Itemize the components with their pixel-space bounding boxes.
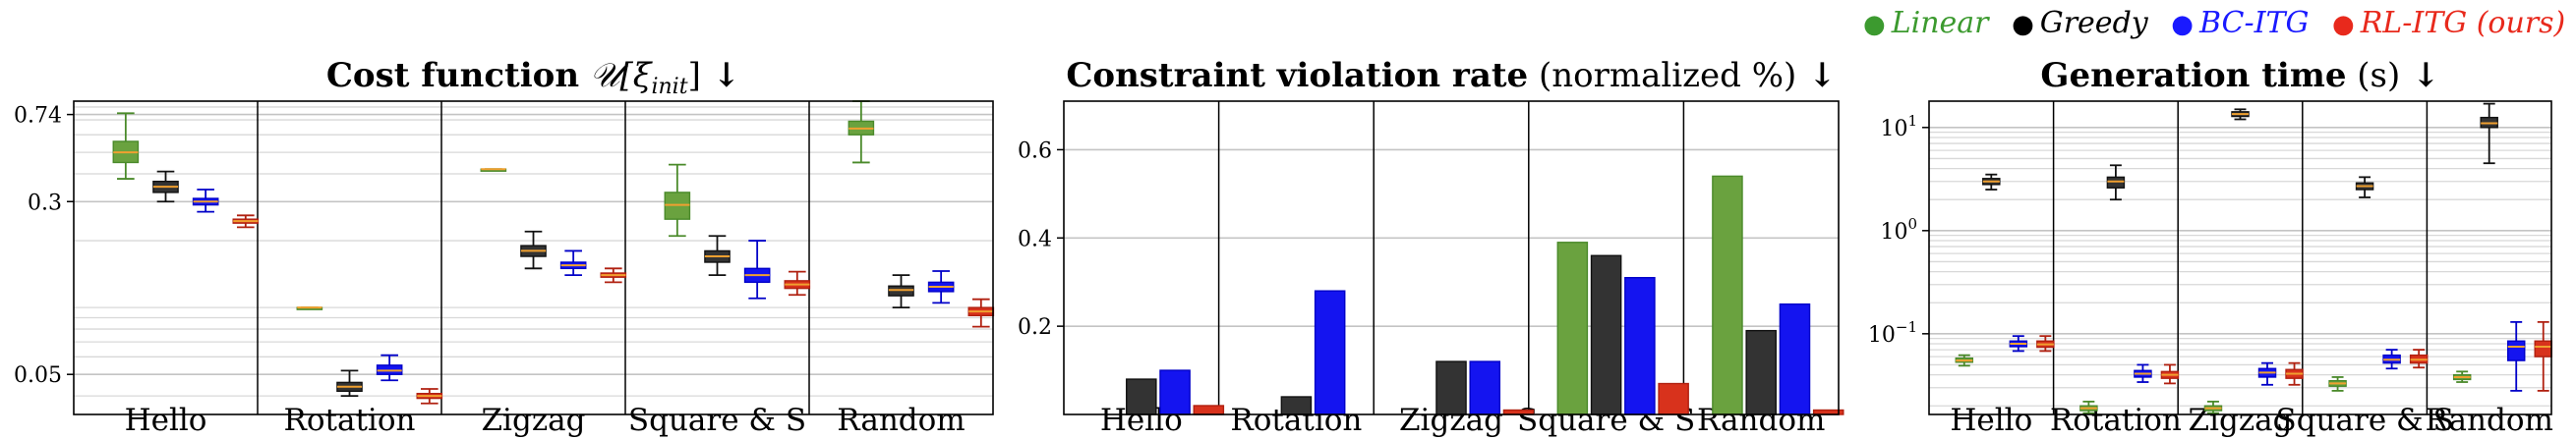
- box-plot: [336, 369, 363, 398]
- box-plot: [2036, 335, 2055, 353]
- box-plot: [664, 163, 691, 238]
- box-plot: [2285, 361, 2304, 386]
- chart-title: Constraint violation rate (normalized %)…: [1066, 56, 1836, 95]
- box-plot: [520, 230, 547, 270]
- box-plot: [2079, 400, 2098, 414]
- x-tick-label: Random: [837, 403, 965, 438]
- y-tick-label: 0.05: [14, 363, 62, 388]
- box-plot: [2452, 370, 2472, 383]
- box-plot: [2203, 400, 2223, 414]
- box-plot: [1982, 173, 2001, 191]
- y-tick-label: 0.6: [1018, 138, 1052, 163]
- bar: [1126, 378, 1157, 415]
- chart-title: Cost function 𝒰[ξinit] ↓: [326, 56, 740, 99]
- box-plot: [2480, 102, 2498, 165]
- plot-frame: [1063, 100, 1840, 415]
- legend-item-linear: ● Linear: [1863, 6, 1989, 40]
- box: [2506, 340, 2526, 361]
- box-plot: [559, 249, 587, 276]
- x-tick-label: Random: [2425, 403, 2552, 438]
- bar: [1745, 329, 1777, 415]
- chart-title: Generation time (s) ↓: [2040, 56, 2439, 95]
- y-tick-label: 10−1: [1868, 318, 1917, 348]
- box-plot: [600, 267, 627, 284]
- box-plot: [232, 214, 260, 229]
- box-plot: [2106, 164, 2126, 201]
- box-plot: [2534, 320, 2552, 392]
- y-tick-label: 101: [1880, 112, 1917, 141]
- x-tick-label: Hello: [125, 403, 207, 438]
- bar: [1314, 290, 1346, 415]
- box-plot: [848, 100, 875, 164]
- plot-frame: [73, 100, 994, 415]
- box-plot: [192, 189, 219, 213]
- bar: [1280, 396, 1313, 415]
- legend-item-greedy: ● Greedy: [2012, 6, 2148, 40]
- box-plot: [743, 240, 771, 300]
- box-plot: [2382, 349, 2401, 370]
- box-plot: [376, 354, 403, 382]
- bar: [1658, 382, 1689, 415]
- box-plot: [2355, 176, 2374, 198]
- box-plot: [967, 298, 995, 328]
- bar: [1779, 302, 1811, 415]
- box-plot: [296, 306, 323, 310]
- box-plot: [416, 388, 443, 405]
- bar: [1435, 360, 1467, 415]
- y-tick-label: 0.4: [1018, 227, 1052, 251]
- bar: [1624, 277, 1656, 415]
- box-plot: [2134, 363, 2152, 383]
- box-plot: [112, 112, 140, 180]
- y-tick-label: 0.74: [14, 104, 62, 129]
- y-tick-label: 0.2: [1018, 315, 1052, 340]
- box-plot: [2160, 363, 2180, 385]
- box-plot: [1955, 354, 1974, 367]
- x-tick-label: Rotation: [2050, 403, 2182, 438]
- box-plot: [2409, 349, 2429, 369]
- box-plot: [2328, 376, 2347, 392]
- y-tick-label: 100: [1880, 215, 1917, 245]
- x-tick-label: Zigzag: [482, 403, 586, 438]
- bar: [1590, 254, 1622, 415]
- box: [2106, 176, 2126, 189]
- box-plot: [2009, 335, 2028, 353]
- legend-item-bc-itg: ● BC-ITG: [2171, 6, 2310, 40]
- plot-frame: [1928, 100, 2552, 415]
- box-plot: [888, 274, 914, 309]
- box-plot: [784, 270, 811, 297]
- y-tick-label: 0.3: [28, 191, 62, 215]
- bar: [1159, 369, 1191, 415]
- bar: [1469, 360, 1501, 415]
- box-plot: [2257, 361, 2277, 386]
- bar: [1193, 405, 1225, 415]
- box: [2534, 340, 2552, 358]
- box-plot: [480, 168, 507, 172]
- box-plot: [927, 270, 955, 304]
- x-tick-label: Rotation: [284, 403, 416, 438]
- box-plot: [704, 235, 731, 276]
- legend-item-rl-itg: ● RL-ITG (ours): [2332, 6, 2566, 40]
- x-tick-label: Square & S: [628, 403, 806, 438]
- bar: [1712, 175, 1743, 415]
- box-plot: [2231, 108, 2250, 121]
- bar: [1556, 242, 1589, 415]
- legend: ● Linear ● Greedy ● BC-ITG ● RL-ITG (ours): [1863, 6, 2576, 40]
- box-plot: [2506, 320, 2526, 392]
- x-tick-label: Hello: [1950, 403, 2032, 438]
- box-plot: [152, 170, 179, 203]
- x-tick-label: Square & S: [2275, 403, 2453, 438]
